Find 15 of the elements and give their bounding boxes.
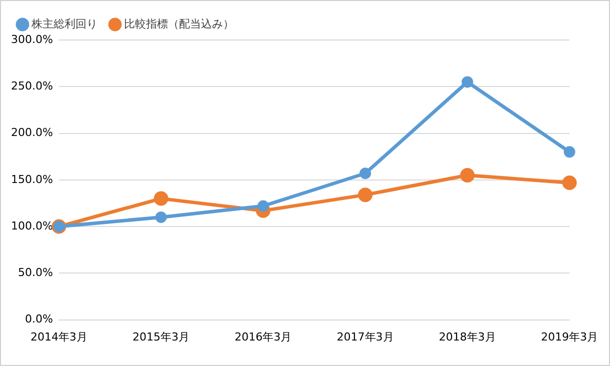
y-tick-label: 0.0% bbox=[24, 312, 53, 326]
y-tick-label: 50.0% bbox=[18, 266, 53, 280]
x-tick-label: 2017年3月 bbox=[336, 330, 394, 344]
x-tick-label: 2015年3月 bbox=[132, 330, 190, 344]
x-tick-label: 2016年3月 bbox=[234, 330, 292, 344]
x-tick-label: 2014年3月 bbox=[30, 330, 88, 344]
y-tick-label: 150.0% bbox=[10, 172, 53, 186]
y-tick-label: 300.0% bbox=[10, 32, 53, 46]
x-tick-label: 2018年3月 bbox=[438, 330, 496, 344]
y-tick-label: 200.0% bbox=[10, 126, 53, 140]
y-tick-label: 250.0% bbox=[10, 79, 53, 92]
legend-label: 株主総利回り bbox=[30, 17, 98, 30]
y-tick-label: 100.0% bbox=[10, 219, 53, 232]
x-tick-label: 2019年3月 bbox=[541, 330, 598, 344]
legend-label: 比較指標（配当込み） bbox=[124, 17, 234, 30]
